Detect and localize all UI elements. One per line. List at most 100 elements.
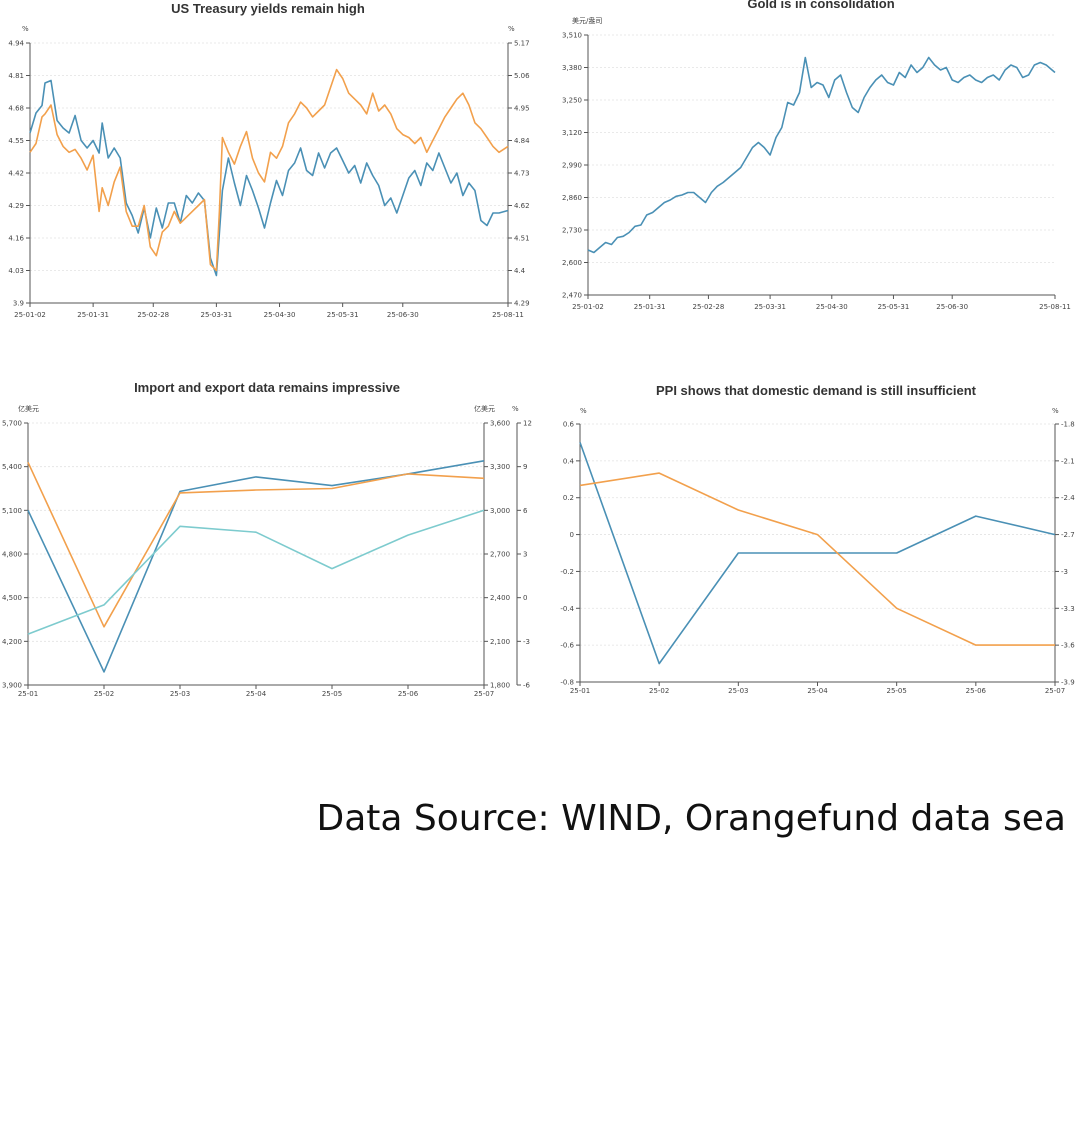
x-axis-tick-label: 25-03-31 (200, 311, 232, 319)
y-axis-right-tick-label: -2.1 (1061, 457, 1075, 465)
y-axis-right-tick-label: -3.9 (1061, 679, 1075, 687)
y-axis-right-tick-label: 4.4 (514, 267, 526, 275)
y-axis-right-2-tick-label: 9 (523, 463, 527, 471)
chart-gold: Gold is in consolidation 2,470 2,600 2,730 2… (540, 0, 1080, 335)
y-axis-right-tick-label: 4.84 (514, 137, 530, 145)
series-line-exports (27, 460, 485, 673)
chart-import-export-svg: Import and export data remains impressiv… (2, 380, 532, 698)
y-axis-right-1-tick-label: 1,800 (490, 682, 510, 690)
data-source-caption: Data Source: WIND, Orangefund data sea (316, 798, 1066, 839)
chart-gold-svg: Gold is in consolidation 2,470 2,600 2,730 2… (562, 0, 1071, 311)
y-axis-left-tick-label: 3.9 (13, 300, 24, 308)
y-axis-right-1-tick-label: 2,700 (490, 551, 510, 559)
x-axis-tick-label: 25-02-28 (693, 303, 725, 311)
series-line-ppi-yoy (579, 472, 1055, 646)
x-axis-tick-label: 25-05-31 (327, 311, 359, 319)
series-line-ppi-mom (579, 442, 1056, 665)
chart-import-export: Import and export data remains impressiv… (0, 375, 540, 715)
x-axis-tick-label: 25-05 (886, 687, 906, 695)
y-axis-right-tick-label: 4.95 (514, 105, 530, 113)
x-axis-tick-label: 25-01-02 (572, 303, 604, 311)
y-axis-right-2-tick-label: -6 (523, 682, 531, 690)
chart-title: Gold is in consolidation (747, 0, 894, 11)
y-axis-left-tick-label: 0.4 (563, 457, 575, 465)
y-axis-left-tick-label: 3,380 (562, 64, 582, 72)
y-axis-right-2-tick-label: 6 (523, 507, 528, 515)
y-axis-right-2-tick-label: -3 (523, 638, 530, 646)
x-axis-tick-label: 25-01 (570, 687, 590, 695)
y-axis-left-unit: % (580, 407, 587, 415)
y-axis-left-tick-label: 4.55 (8, 137, 24, 145)
y-axis-left-tick-label: 4.94 (8, 40, 24, 48)
series-line-us-treasury-yield-right (29, 68, 509, 272)
y-axis-left-tick-label: 4,500 (2, 594, 22, 602)
x-axis-tick-label: 25-02-28 (137, 311, 169, 319)
y-axis-left-tick-label: 3,510 (562, 32, 582, 40)
y-axis-left-tick-label: 4,200 (2, 638, 22, 646)
y-axis-right-2-tick-label: 12 (523, 420, 532, 428)
x-axis-tick-label: 25-07 (474, 690, 494, 698)
x-axis-tick-label: 25-04-30 (816, 303, 848, 311)
chart-title: PPI shows that domestic demand is still … (656, 383, 977, 398)
y-axis-left-tick-label: 4.42 (8, 170, 24, 178)
x-axis-tick-label: 25-08-11 (492, 311, 524, 319)
y-axis-right-1-tick-label: 3,600 (490, 420, 510, 428)
x-axis-tick-label: 25-01-31 (77, 311, 109, 319)
y-axis-left-tick-label: 0 (570, 531, 574, 539)
y-axis-right-unit: % (508, 25, 515, 33)
x-axis-tick-label: 25-01-02 (14, 311, 46, 319)
x-axis-tick-label: 25-03 (728, 687, 748, 695)
x-axis-tick-label: 25-04 (807, 687, 828, 695)
y-axis-left-tick-label: 0.2 (563, 494, 574, 502)
y-axis-left-tick-label: 2,600 (562, 259, 582, 267)
x-axis-tick-label: 25-05 (322, 690, 342, 698)
x-axis-tick-label: 25-04 (246, 690, 267, 698)
x-axis-tick-label: 25-07 (1045, 687, 1065, 695)
y-axis-right-1-unit: 亿美元 (474, 404, 495, 413)
y-axis-left-tick-label: 4.68 (8, 105, 24, 113)
y-axis-right-tick-label: 4.29 (514, 300, 530, 308)
y-axis-left-tick-label: 4.29 (8, 202, 24, 210)
x-axis-tick-label: 25-03 (170, 690, 190, 698)
y-axis-left-tick-label: 5,100 (2, 507, 22, 515)
y-axis-left-unit: % (22, 25, 29, 33)
y-axis-right-1-tick-label: 2,100 (490, 638, 510, 646)
y-axis-left-tick-label: 4,800 (2, 551, 22, 559)
x-axis-tick-label: 25-04-30 (264, 311, 296, 319)
x-axis-tick-label: 25-03-31 (754, 303, 786, 311)
y-axis-right-tick-label: 4.51 (514, 235, 530, 243)
x-axis-tick-label: 25-05-31 (878, 303, 910, 311)
chart-ppi: PPI shows that domestic demand is still … (540, 375, 1080, 715)
y-axis-right-unit: % (1052, 407, 1059, 415)
y-axis-right-1-tick-label: 3,000 (490, 507, 510, 515)
y-axis-left-tick-label: 2,860 (562, 194, 582, 202)
y-axis-right-1-tick-label: 3,300 (490, 463, 510, 471)
y-axis-left-tick-label: 3,900 (2, 682, 22, 690)
y-axis-left-unit: 亿美元 (18, 404, 39, 413)
y-axis-left-tick-label: -0.2 (560, 568, 574, 576)
chart-us-treasury: US Treasury yields remain high 3.9 4.03 4.1… (0, 0, 540, 335)
x-axis-tick-label: 25-01 (18, 690, 38, 698)
chart-title: Import and export data remains impressiv… (134, 380, 400, 395)
x-axis-tick-label: 25-08-11 (1039, 303, 1071, 311)
x-axis-tick-label: 25-02 (649, 687, 669, 695)
y-axis-right-tick-label: -2.7 (1061, 531, 1075, 539)
x-axis-tick-label: 25-06 (966, 687, 987, 695)
y-axis-left-tick-label: 4.16 (8, 235, 24, 243)
y-axis-left-tick-label: 4.81 (8, 72, 24, 80)
y-axis-right-1-tick-label: 2,400 (490, 594, 510, 602)
chart-us-treasury-svg: US Treasury yields remain high 3.9 4.03 4.1… (8, 1, 530, 319)
y-axis-left-tick-label: 0.6 (563, 421, 575, 429)
chart-title: US Treasury yields remain high (171, 1, 365, 16)
y-axis-left-tick-label: 2,990 (562, 162, 582, 170)
y-axis-right-tick-label: 4.73 (514, 170, 530, 178)
y-axis-right-tick-label: -3 (1061, 568, 1068, 576)
y-axis-right-tick-label: 5.06 (514, 72, 530, 80)
y-axis-right-tick-label: -2.4 (1061, 494, 1075, 502)
series-line-gold-price (587, 56, 1056, 254)
x-axis-tick-label: 25-06 (398, 690, 419, 698)
chart-ppi-svg: PPI shows that domestic demand is still … (560, 383, 1075, 695)
y-axis-left-tick-label: 4.03 (8, 267, 24, 275)
x-axis-tick-label: 25-02 (94, 690, 114, 698)
y-axis-right-2-tick-label: 3 (523, 551, 527, 559)
